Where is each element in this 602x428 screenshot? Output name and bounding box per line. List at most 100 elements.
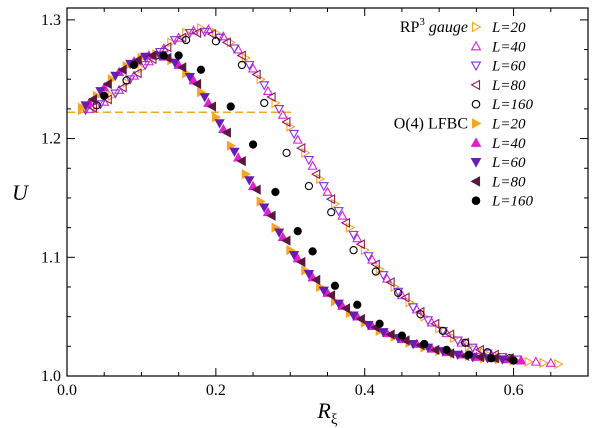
data-point-rp3-l-60 (125, 75, 136, 85)
data-point-o4-l-60 (80, 101, 91, 111)
axes: 0.0 0.2 0.4 0.6 1.0 1.1 1.2 1.3 Rξ U (12, 7, 589, 428)
data-point-rp3-l-160 (416, 310, 425, 319)
data-point-o4-l-60 (348, 311, 359, 321)
data-point-rp3-l-60 (229, 44, 240, 54)
data-point-rp3-l-40 (367, 254, 378, 264)
data-point-rp3-l-60 (318, 182, 329, 192)
data-point-rp3-l-40 (218, 31, 229, 41)
data-point-rp3-l-160 (461, 338, 470, 347)
data-point-o4-l-160 (442, 345, 451, 355)
y-tick-label: 1.1 (41, 249, 61, 266)
data-point-rp3-l-60 (467, 343, 478, 353)
data-point-rp3-l-40 (396, 289, 408, 300)
data-point-o4-l-80 (102, 78, 112, 90)
data-point-rp3-l-20 (286, 121, 296, 132)
legend-group-label: RP3 gauge (400, 16, 468, 36)
data-point-rp3-l-40 (322, 186, 333, 196)
legend-marker (471, 99, 481, 109)
data-point-rp3-l-80 (236, 50, 246, 61)
data-point-rp3-l-40 (173, 32, 184, 42)
legend-entry-label: L=60 (491, 59, 526, 75)
data-point-rp3-l-80 (117, 82, 127, 93)
x-tick-label: 0.6 (504, 382, 524, 399)
data-point-rp3-l-80 (370, 259, 380, 270)
legend-marker (471, 21, 482, 33)
data-point-o4-l-160 (509, 356, 518, 365)
legend-marker (471, 196, 481, 205)
data-point-rp3-l-60 (482, 349, 493, 359)
data-point-o4-l-160 (196, 65, 206, 74)
data-point-o4-l-60 (229, 147, 240, 157)
data-point-rp3-l-40 (337, 210, 348, 220)
legend-entry-label: L=20 (491, 20, 526, 36)
legend-entry-label: L=40 (491, 39, 526, 55)
legend-entry-label: L=160 (491, 97, 533, 113)
data-point-o4-l-60 (259, 203, 270, 213)
data-point-o4-l-60 (214, 119, 225, 129)
y-axis-label: U (12, 180, 30, 205)
x-tick-label: 0.4 (355, 382, 375, 399)
data-point-o4-l-80 (325, 290, 336, 301)
data-point-rp3-l-80 (191, 27, 202, 39)
data-point-rp3-l-60 (452, 336, 463, 346)
data-point-rp3-l-60 (363, 252, 374, 262)
data-point-rp3-l-20 (316, 173, 326, 185)
data-point-rp3-l-20 (524, 356, 534, 367)
legend-marker (470, 137, 482, 147)
data-point-o4-l-60 (333, 299, 344, 309)
data-point-rp3-l-80 (132, 68, 142, 79)
legend: RP3 gauge L=20 L=40 L=60 L=80 L=160 O(4) LFBC L… (394, 16, 534, 210)
data-point-o4-l-160 (420, 339, 429, 349)
data-point-o4-l-60 (140, 52, 151, 63)
data-point-rp3-l-80 (162, 42, 172, 53)
data-point-o4-l-80 (355, 313, 365, 325)
data-point-o4-l-80 (87, 94, 97, 105)
data-point-rp3-l-20 (241, 52, 251, 63)
data-point-rp3-l-80 (251, 69, 261, 80)
data-point-rp3-l-60 (288, 129, 300, 140)
data-point-o4-l-80 (340, 303, 351, 314)
data-point-rp3-l-160 (304, 181, 314, 191)
data-point-rp3-l-160 (122, 76, 131, 85)
data-point-rp3-l-60 (348, 230, 359, 241)
data-point-rp3-l-60 (199, 27, 210, 38)
data-point-o4-l-60 (363, 321, 374, 331)
data-point-rp3-l-20 (167, 37, 177, 48)
data-point-rp3-l-20 (345, 222, 356, 233)
data-point-o4-l-160 (464, 350, 474, 359)
data-point-rp3-l-60 (303, 156, 315, 166)
data-point-o4-l-160 (271, 187, 280, 197)
legend-entry-label: L=60 (491, 155, 526, 171)
data-point-rp3-l-160 (349, 246, 358, 255)
data-point-rp3-l-80 (340, 217, 351, 228)
data-point-o4-l-160 (174, 51, 183, 60)
data-point-o4-l-160 (248, 140, 258, 149)
data-point-rp3-l-40 (188, 25, 199, 35)
legend-marker (470, 176, 481, 187)
data-point-rp3-l-20 (450, 332, 460, 344)
data-point-o4-l-160 (226, 102, 235, 111)
legend-group-label: O(4) LFBC (394, 116, 468, 133)
data-point-rp3-l-80 (206, 28, 217, 40)
data-point-rp3-l-160 (237, 60, 247, 70)
data-point-rp3-l-80 (177, 32, 187, 43)
data-point-o4-l-160 (159, 51, 168, 60)
data-point-o4-l-60 (303, 269, 315, 280)
data-point-rp3-l-80 (430, 318, 440, 329)
data-point-o4-l-60 (407, 340, 419, 350)
data-point-rp3-l-20 (137, 63, 147, 74)
data-point-o4-l-60 (497, 355, 508, 365)
data-point-o4-l-80 (117, 64, 127, 75)
legend-marker (471, 118, 482, 129)
data-point-rp3-l-80 (444, 329, 455, 340)
data-point-o4-l-80 (132, 55, 142, 66)
data-point-o4-l-160 (100, 91, 109, 100)
data-point-o4-l-60 (318, 286, 329, 296)
x-tick-label: 0.2 (206, 382, 226, 399)
legend-entry-label: L=80 (491, 174, 526, 190)
data-point-rp3-l-40 (84, 103, 95, 113)
x-axis-label: Rξ (316, 398, 337, 428)
data-point-o4-l-80 (296, 256, 306, 268)
data-point-o4-l-80 (206, 101, 217, 112)
data-point-o4-l-80 (430, 344, 440, 356)
